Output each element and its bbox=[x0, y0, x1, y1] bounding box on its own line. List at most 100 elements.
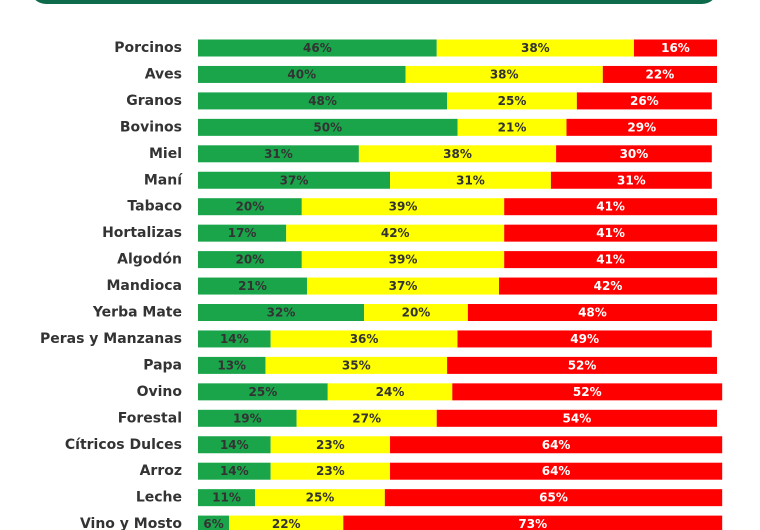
data-label-peras-y-manzanas-red: 49% bbox=[570, 332, 599, 346]
data-label-mani-red: 31% bbox=[617, 173, 646, 187]
bar-peras-y-manzanas-green bbox=[198, 330, 271, 348]
data-label-papa-green: 13% bbox=[217, 358, 246, 372]
category-label-bovinos: Bovinos bbox=[120, 119, 182, 135]
category-label-arroz: Arroz bbox=[140, 463, 182, 479]
bar-granos-yellow bbox=[447, 92, 577, 110]
bar-vino-y-mosto-yellow bbox=[229, 515, 344, 530]
data-label-mani-yellow: 31% bbox=[456, 173, 485, 187]
bar-leche-red bbox=[384, 489, 723, 507]
bar-yerba-mate-red bbox=[467, 304, 717, 321]
data-label-yerba-mate-red: 48% bbox=[578, 306, 607, 320]
bar-yerba-mate-green bbox=[198, 304, 365, 321]
bar-mandioca-red bbox=[499, 277, 717, 295]
bar-papa-green bbox=[198, 356, 266, 374]
data-label-citricos-dulces-green: 14% bbox=[220, 438, 249, 452]
bar-hortalizas-yellow bbox=[286, 224, 505, 242]
category-label-mani: Maní bbox=[144, 172, 183, 188]
category-label-citricos-dulces: Cítricos Dulces bbox=[65, 437, 182, 453]
data-label-yerba-mate-yellow: 20% bbox=[402, 306, 431, 320]
bar-bovinos-red bbox=[566, 118, 717, 136]
bar-tabaco-red bbox=[504, 198, 717, 216]
bar-porcinos-red bbox=[633, 39, 717, 57]
bar-citricos-dulces-green bbox=[198, 436, 271, 454]
data-label-hortalizas-green: 17% bbox=[228, 226, 257, 240]
category-label-leche: Leche bbox=[136, 490, 182, 506]
category-label-algodon: Algodón bbox=[117, 252, 182, 268]
data-label-algodon-yellow: 39% bbox=[389, 253, 418, 267]
bar-porcinos-green bbox=[198, 39, 437, 57]
bar-algodon-yellow bbox=[301, 251, 505, 269]
bar-granos-green bbox=[198, 92, 448, 110]
bar-mani-green bbox=[198, 171, 391, 189]
bar-forestal-green bbox=[198, 409, 297, 427]
data-label-mandioca-red: 42% bbox=[594, 279, 623, 293]
bar-yerba-mate-yellow bbox=[364, 304, 468, 321]
category-label-porcinos: Porcinos bbox=[114, 40, 182, 56]
data-label-porcinos-red: 16% bbox=[661, 41, 690, 55]
bar-mani-yellow bbox=[390, 171, 551, 189]
bar-arroz-red bbox=[390, 462, 723, 480]
bar-arroz-yellow bbox=[270, 462, 391, 480]
data-label-ovino-green: 25% bbox=[249, 385, 278, 399]
bar-tabaco-green bbox=[198, 198, 302, 216]
bar-citricos-dulces-red bbox=[390, 436, 723, 454]
bar-algodon-red bbox=[504, 251, 717, 269]
data-label-tabaco-red: 41% bbox=[596, 200, 625, 214]
data-label-miel-yellow: 38% bbox=[443, 147, 472, 161]
bar-arroz-green bbox=[198, 462, 271, 480]
data-label-aves-red: 22% bbox=[646, 67, 675, 81]
bar-mandioca-yellow bbox=[306, 277, 500, 295]
bar-tabaco-yellow bbox=[301, 198, 505, 216]
data-label-papa-red: 52% bbox=[568, 358, 597, 372]
data-label-granos-green: 48% bbox=[308, 94, 337, 108]
data-label-leche-green: 11% bbox=[212, 491, 241, 505]
bar-forestal-red bbox=[436, 409, 717, 427]
data-label-peras-y-manzanas-green: 14% bbox=[220, 332, 249, 346]
bar-papa-red bbox=[447, 356, 717, 374]
data-label-vino-y-mosto-red: 73% bbox=[518, 517, 547, 530]
data-label-forestal-red: 54% bbox=[563, 411, 592, 425]
data-label-hortalizas-yellow: 42% bbox=[381, 226, 410, 240]
category-label-papa: Papa bbox=[143, 357, 182, 373]
category-label-hortalizas: Hortalizas bbox=[102, 225, 182, 241]
data-label-miel-red: 30% bbox=[620, 147, 649, 161]
data-label-forestal-yellow: 27% bbox=[352, 411, 381, 425]
bar-algodon-green bbox=[198, 251, 302, 269]
data-label-arroz-yellow: 23% bbox=[316, 464, 345, 478]
data-label-miel-green: 31% bbox=[264, 147, 293, 161]
category-label-tabaco: Tabaco bbox=[127, 199, 182, 215]
data-label-tabaco-yellow: 39% bbox=[389, 200, 418, 214]
data-label-aves-yellow: 38% bbox=[490, 67, 519, 81]
bar-leche-yellow bbox=[255, 489, 385, 507]
bar-leche-green bbox=[198, 489, 256, 507]
category-label-forestal: Forestal bbox=[118, 410, 182, 426]
bar-bovinos-yellow bbox=[457, 118, 567, 136]
bar-peras-y-manzanas-yellow bbox=[270, 330, 458, 348]
category-label-yerba-mate: Yerba Mate bbox=[92, 305, 182, 321]
data-label-arroz-green: 14% bbox=[220, 464, 249, 478]
bar-granos-red bbox=[576, 92, 712, 110]
bar-vino-y-mosto-green bbox=[198, 515, 230, 530]
header-bar bbox=[30, 0, 718, 4]
data-label-mani-green: 37% bbox=[280, 173, 309, 187]
bar-vino-y-mosto-red bbox=[343, 515, 723, 530]
bar-papa-yellow bbox=[265, 356, 448, 374]
category-label-ovino: Ovino bbox=[137, 384, 183, 400]
bar-ovino-green bbox=[198, 383, 328, 401]
data-label-algodon-green: 20% bbox=[236, 253, 265, 267]
bar-miel-yellow bbox=[358, 145, 557, 163]
bar-miel-green bbox=[198, 145, 359, 163]
category-label-aves: Aves bbox=[145, 66, 182, 82]
category-label-miel: Miel bbox=[149, 146, 182, 162]
data-label-bovinos-red: 29% bbox=[627, 120, 656, 134]
bar-hortalizas-green bbox=[198, 224, 287, 242]
data-label-citricos-dulces-yellow: 23% bbox=[316, 438, 345, 452]
data-label-mandioca-green: 21% bbox=[238, 279, 267, 293]
data-label-mandioca-yellow: 37% bbox=[389, 279, 418, 293]
data-label-bovinos-green: 50% bbox=[313, 120, 342, 134]
category-label-vino-y-mosto: Vino y Mosto bbox=[80, 516, 182, 530]
bar-miel-red bbox=[556, 145, 712, 163]
data-label-ovino-yellow: 24% bbox=[376, 385, 405, 399]
bar-ovino-red bbox=[452, 383, 723, 401]
